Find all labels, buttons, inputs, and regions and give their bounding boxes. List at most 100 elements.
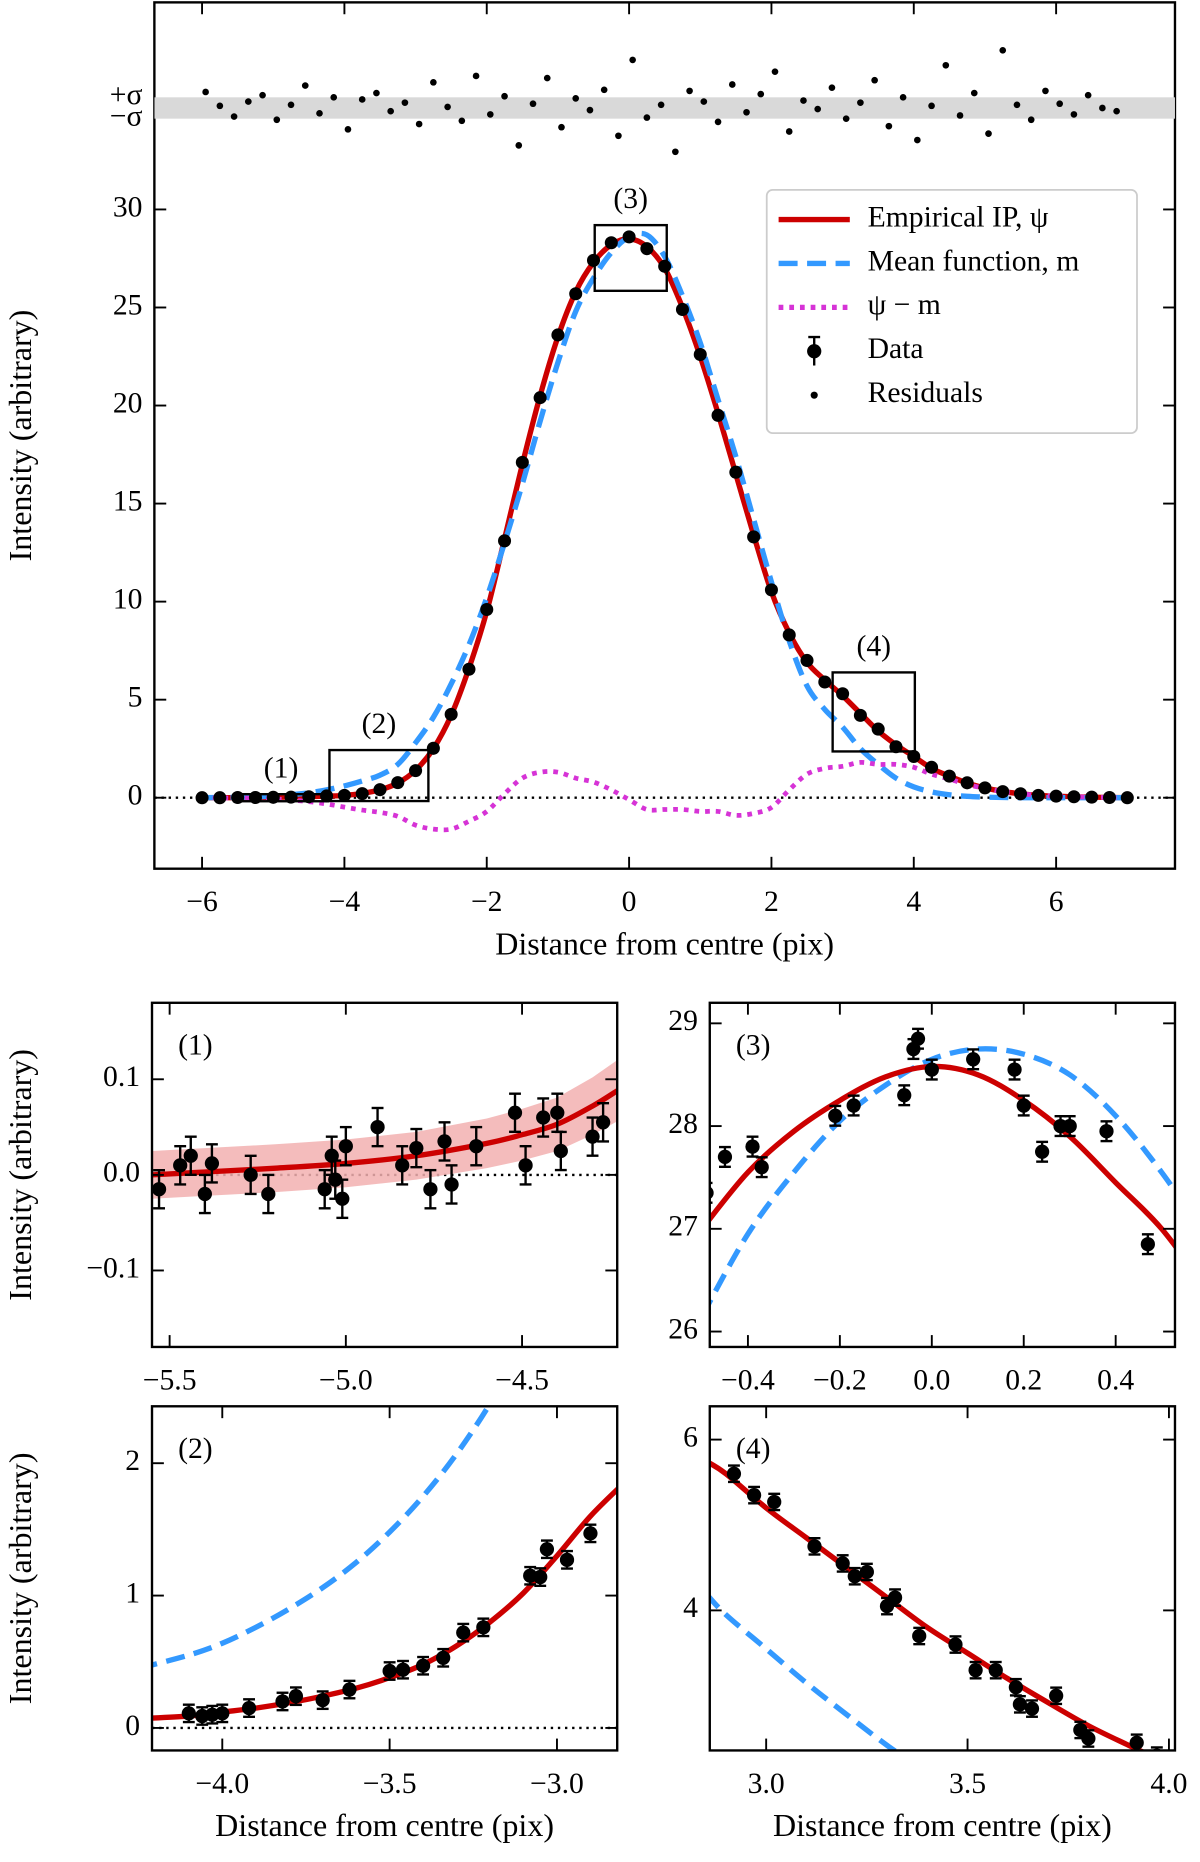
y-axis-label: Intensity (arbitrary) [2,310,38,562]
axes-frame [150,1405,619,1752]
data-point [423,1182,438,1197]
curve [152,1406,492,1668]
x-axis-label: Distance from centre (pix) [215,1807,554,1843]
data-point [595,1115,611,1130]
residual-point [415,120,423,128]
legend: Empirical IP, ψ Mean function, m ψ − m Data… [765,188,1138,435]
residual-point [558,123,565,131]
data-point [960,776,974,790]
data-point [754,1160,769,1175]
data-point [1102,790,1117,805]
data-point [391,776,405,790]
data-point [498,534,512,548]
residual-point [1027,116,1035,124]
data-point [1035,1144,1050,1159]
data-point [173,1158,188,1173]
data-point [395,1158,410,1173]
data-point [1129,1735,1144,1750]
data-point [1024,1701,1040,1716]
data-point [518,1158,533,1173]
data-point [462,662,476,676]
data-point [747,530,761,544]
data-point [1008,1680,1024,1695]
residual-point [928,102,935,110]
data-point [1081,1731,1096,1746]
data-point [847,1569,862,1584]
residual-point [985,130,992,137]
data-point [1007,1062,1022,1077]
data-point [469,1139,484,1154]
residual-point [401,99,409,106]
residual-point [472,72,480,80]
data-point [1067,790,1081,804]
data-point [1049,1688,1064,1703]
y-tick-label: 6 [683,1421,698,1453]
data-point [800,653,814,667]
legend-label: Empirical IP, ψ [868,201,1049,233]
y-tick-label: 25 [113,289,143,321]
data-point [859,1564,874,1580]
data-point [853,708,867,722]
residual-point [216,102,224,110]
data-point [436,1650,451,1665]
x-tick-label: −3.0 [530,1768,584,1800]
x-tick-label: −5.0 [319,1364,373,1396]
x-tick-label: −2 [471,886,503,918]
data-point [604,236,618,250]
residual-point [1070,111,1078,118]
y-tick-label: −0.1 [86,1252,140,1284]
data-point [409,1140,424,1156]
plot-area [154,46,1175,156]
data-point [355,787,369,801]
data-point [709,1186,714,1200]
residual-point [800,97,807,104]
data-point [215,1706,230,1721]
residual-point [1013,101,1021,109]
plot-area [154,230,1175,833]
residual-point [515,142,523,149]
zoom-box-label: (3) [613,183,648,215]
data-point [978,781,992,795]
data-point [1031,788,1045,802]
residual-point [686,87,693,95]
x-axis-label: Distance from centre (pix) [773,1807,1112,1843]
y-tick-label: 4 [683,1592,698,1624]
data-point [907,750,921,764]
data-point [942,769,956,783]
data-point [658,259,672,273]
residual-point [501,92,508,100]
data-point [1049,789,1063,803]
data-point [988,1663,1003,1678]
plot-area [152,1406,618,1730]
data-point [764,583,778,597]
curve [152,1088,618,1178]
data-point [887,1590,903,1605]
error-bar [1163,1752,1175,1768]
residual-point [316,110,323,117]
residual-point [700,98,708,105]
residual-point [301,82,309,89]
axes-frame [153,1,1177,870]
legend-box [765,188,1138,435]
x-tick-label: −4 [329,886,361,918]
data-point [415,1658,431,1673]
residual-point [643,114,651,121]
data-point [337,788,351,802]
data-point [717,1149,733,1165]
data-point [197,1186,212,1202]
zoom-box [232,792,330,803]
curve [152,1485,618,1721]
data-point [966,1052,981,1067]
x-tick-label: −0.4 [721,1364,775,1396]
y-tick-label: 30 [113,191,143,223]
zoom-box-label: (4) [856,630,891,662]
residual-point [657,101,665,109]
data-point [275,1694,290,1709]
y-axis-label: Intensity (arbitrary) [2,1049,38,1301]
data-point [996,785,1010,799]
data-point [370,1119,385,1135]
data-point [846,1098,861,1113]
zoom-box-label: (2) [362,708,397,740]
residual-point [344,126,352,133]
x-tick-label: −3.5 [363,1768,417,1800]
